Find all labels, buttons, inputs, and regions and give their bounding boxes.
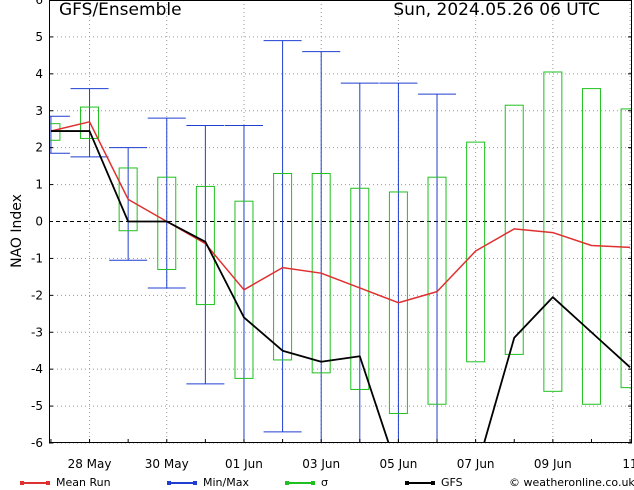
legend-sigma-label: σ bbox=[321, 476, 328, 489]
x-tick-label: 30 May bbox=[145, 457, 189, 471]
minmax-bar bbox=[302, 51, 341, 443]
sigma-box bbox=[234, 200, 254, 379]
y-tick-label: 6 bbox=[35, 0, 43, 7]
minmax-bars bbox=[49, 40, 457, 443]
minmax-bar bbox=[418, 93, 457, 443]
legend-gfs: GFS bbox=[405, 476, 463, 489]
axis-ticks bbox=[49, 0, 632, 444]
y-tick-label: -4 bbox=[31, 362, 43, 376]
sigma-box bbox=[273, 173, 293, 361]
minmax-bar bbox=[224, 125, 263, 443]
chart-title: GFS/Ensemble bbox=[59, 0, 182, 20]
minmax-bar bbox=[49, 115, 70, 154]
sigma-box bbox=[427, 176, 447, 405]
x-tick-label: 28 May bbox=[68, 457, 112, 471]
series-lines bbox=[50, 121, 631, 443]
sigma-box bbox=[80, 106, 100, 139]
minmax-bar bbox=[340, 82, 379, 443]
x-tick-label: 07 Jun bbox=[457, 457, 495, 471]
y-tick-label: -6 bbox=[31, 436, 43, 450]
y-tick-label: 4 bbox=[35, 67, 43, 81]
legend-minmax: Min/Max bbox=[167, 476, 249, 489]
legend-gfs-swatch bbox=[405, 481, 435, 485]
y-tick-label: 2 bbox=[35, 141, 43, 155]
y-tick-label: -5 bbox=[31, 399, 43, 413]
x-tick-label: 03 Jun bbox=[302, 457, 340, 471]
legend-sigma: σ bbox=[285, 476, 328, 489]
run-datetime: Sun, 2024.05.26 06 UTC bbox=[393, 0, 600, 20]
sigma-boxes bbox=[49, 71, 632, 414]
x-tick-label: 01 Jun bbox=[225, 457, 263, 471]
legend-mean: Mean Run bbox=[20, 476, 111, 489]
sigma-box bbox=[49, 123, 61, 141]
legend-minmax-swatch bbox=[167, 481, 197, 485]
y-tick-label: 0 bbox=[35, 215, 43, 229]
y-tick-label: -3 bbox=[31, 325, 43, 339]
sigma-box bbox=[195, 185, 215, 306]
y-tick-label: 5 bbox=[35, 30, 43, 44]
sigma-box bbox=[157, 176, 177, 270]
sigma-box bbox=[311, 173, 331, 374]
minmax-bar bbox=[109, 147, 148, 261]
sigma-box bbox=[388, 191, 408, 414]
legend-sigma-swatch bbox=[285, 481, 315, 485]
x-tick-label: 11 bbox=[622, 457, 634, 471]
legend-mean-swatch bbox=[20, 481, 50, 485]
credit-text: © weatheronline.co.uk bbox=[509, 476, 634, 489]
minmax-bar bbox=[186, 125, 225, 385]
legend-gfs-label: GFS bbox=[441, 476, 463, 489]
series-line-mean-run bbox=[50, 121, 631, 304]
y-tick-label: -1 bbox=[31, 251, 43, 265]
y-tick-label: 3 bbox=[35, 104, 43, 118]
x-tick-labels: 28 May 30 May 01 Jun 03 Jun 05 Jun 07 Jun 09 J… bbox=[68, 457, 634, 471]
series-line-gfs bbox=[50, 130, 631, 443]
legend: Mean Run Min/Max σ GFS © weatheronline.c… bbox=[0, 476, 634, 490]
minmax-bar bbox=[379, 82, 418, 443]
x-tick-label: 05 Jun bbox=[379, 457, 417, 471]
sigma-box bbox=[350, 187, 370, 390]
legend-minmax-label: Min/Max bbox=[203, 476, 249, 489]
y-tick-label: 1 bbox=[35, 178, 43, 192]
y-axis-title: NAO Index bbox=[9, 194, 25, 268]
x-tick-label: 09 Jun bbox=[534, 457, 572, 471]
sigma-box bbox=[620, 108, 632, 389]
y-tick-labels: -6 -5 -4 -3 -2 -1 0 1 2 3 4 5 6 bbox=[31, 0, 43, 450]
legend-mean-label: Mean Run bbox=[56, 476, 111, 489]
sigma-box bbox=[466, 141, 486, 363]
y-tick-label: -2 bbox=[31, 288, 43, 302]
minmax-bar bbox=[263, 40, 302, 433]
minmax-bar bbox=[147, 117, 186, 289]
